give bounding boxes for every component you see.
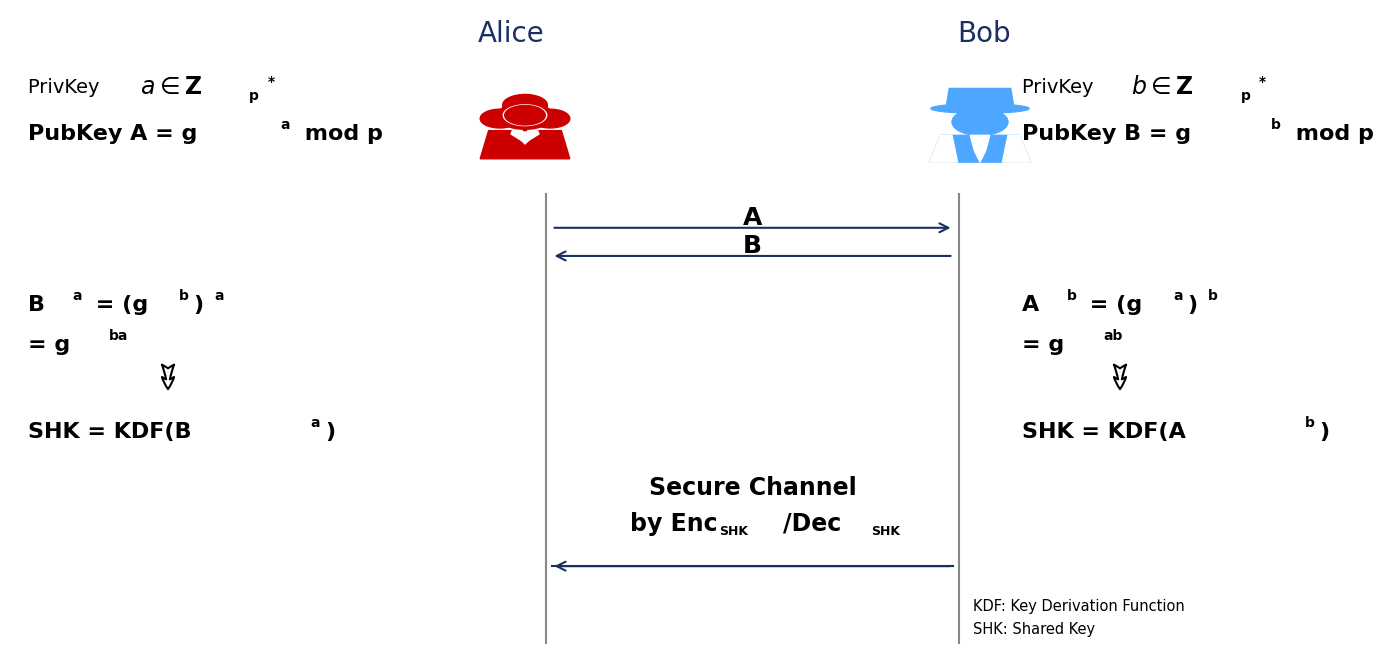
Text: mod p: mod p <box>297 124 382 144</box>
Text: SHK: Shared Key: SHK: Shared Key <box>973 622 1095 637</box>
Text: = (g: = (g <box>88 295 148 315</box>
Text: KDF: Key Derivation Function: KDF: Key Derivation Function <box>973 599 1184 614</box>
Text: b: b <box>1067 289 1077 303</box>
Circle shape <box>531 109 570 128</box>
Text: PubKey B = g: PubKey B = g <box>1022 124 1191 144</box>
Text: B: B <box>28 295 45 315</box>
Text: a: a <box>280 118 290 131</box>
Text: *: * <box>267 75 274 88</box>
Polygon shape <box>480 131 570 159</box>
Circle shape <box>480 109 519 128</box>
Text: /Dec: /Dec <box>784 512 841 536</box>
Text: SHK = KDF(B: SHK = KDF(B <box>28 422 192 442</box>
Text: Bob: Bob <box>958 19 1011 48</box>
Text: SHK: SHK <box>720 525 748 539</box>
Text: A: A <box>1022 295 1039 315</box>
Text: PrivKey: PrivKey <box>28 78 106 96</box>
Polygon shape <box>525 131 539 143</box>
Polygon shape <box>946 88 1014 106</box>
Text: p: p <box>1240 90 1250 103</box>
Text: PubKey A = g: PubKey A = g <box>28 124 197 144</box>
Text: SHK = KDF(A: SHK = KDF(A <box>1022 422 1186 442</box>
Text: ): ) <box>325 422 335 442</box>
Circle shape <box>504 105 546 126</box>
Polygon shape <box>1002 135 1030 162</box>
Text: b: b <box>1271 118 1281 131</box>
Text: Secure Channel: Secure Channel <box>648 476 857 500</box>
Polygon shape <box>930 135 1030 162</box>
Text: a: a <box>311 417 321 430</box>
Text: = g: = g <box>1022 335 1064 355</box>
Circle shape <box>504 105 545 125</box>
Text: $a \in \mathbf{Z}$: $a \in \mathbf{Z}$ <box>140 75 202 99</box>
Text: *: * <box>1259 75 1266 88</box>
Text: p: p <box>249 90 259 103</box>
Text: ): ) <box>193 295 203 315</box>
Circle shape <box>503 94 547 116</box>
Polygon shape <box>511 131 525 143</box>
Text: ba: ba <box>109 330 129 343</box>
Text: ): ) <box>1319 422 1329 442</box>
Text: ab: ab <box>1103 330 1123 343</box>
Text: b: b <box>1208 289 1218 303</box>
Text: ): ) <box>1187 295 1197 315</box>
Polygon shape <box>970 135 990 162</box>
Circle shape <box>952 109 1008 135</box>
Text: SHK: SHK <box>871 525 900 539</box>
Polygon shape <box>514 132 536 144</box>
Circle shape <box>497 103 553 129</box>
Text: = g: = g <box>28 335 70 355</box>
Text: $b \in \mathbf{Z}$: $b \in \mathbf{Z}$ <box>1131 75 1194 99</box>
Polygon shape <box>930 135 958 162</box>
Text: B: B <box>743 234 762 258</box>
Text: = (g: = (g <box>1082 295 1142 315</box>
Ellipse shape <box>931 104 1029 113</box>
Text: PrivKey: PrivKey <box>1022 78 1100 96</box>
Text: a: a <box>1173 289 1183 303</box>
Polygon shape <box>500 103 550 117</box>
Text: A: A <box>743 206 762 230</box>
Text: mod p: mod p <box>1288 124 1373 144</box>
Text: Alice: Alice <box>477 19 545 48</box>
Text: a: a <box>214 289 224 303</box>
Text: b: b <box>179 289 189 303</box>
Text: a: a <box>73 289 83 303</box>
Text: b: b <box>1305 417 1315 430</box>
Text: by Enc: by Enc <box>630 512 718 536</box>
